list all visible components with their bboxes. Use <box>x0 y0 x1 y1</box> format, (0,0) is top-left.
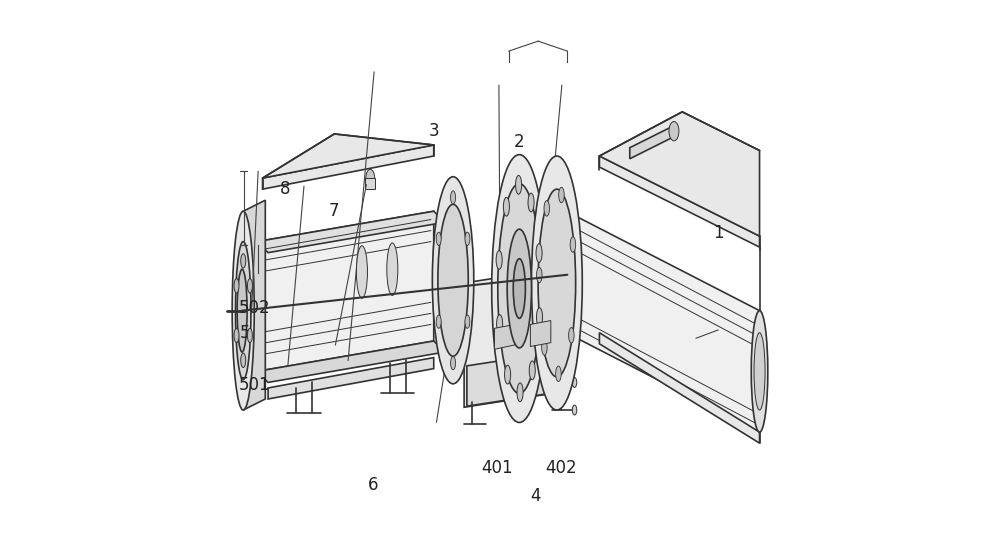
Ellipse shape <box>505 365 511 384</box>
Ellipse shape <box>451 191 456 204</box>
Ellipse shape <box>507 229 531 348</box>
Ellipse shape <box>538 189 576 377</box>
Ellipse shape <box>247 329 252 342</box>
Ellipse shape <box>432 176 474 384</box>
Polygon shape <box>566 211 577 338</box>
Text: 5: 5 <box>240 324 250 342</box>
Ellipse shape <box>356 246 367 298</box>
Ellipse shape <box>569 327 574 343</box>
Text: 402: 402 <box>545 459 577 477</box>
Text: 401: 401 <box>481 459 513 477</box>
Ellipse shape <box>529 361 535 380</box>
Ellipse shape <box>496 250 502 269</box>
Text: 3: 3 <box>428 122 439 140</box>
Ellipse shape <box>572 377 577 387</box>
Ellipse shape <box>503 198 509 216</box>
Ellipse shape <box>517 383 523 402</box>
Ellipse shape <box>387 243 398 295</box>
Ellipse shape <box>516 175 522 194</box>
Ellipse shape <box>542 340 547 355</box>
Polygon shape <box>494 325 515 349</box>
Text: 4: 4 <box>531 487 541 504</box>
Ellipse shape <box>669 122 679 141</box>
Ellipse shape <box>237 269 247 352</box>
Ellipse shape <box>537 268 542 283</box>
Polygon shape <box>263 145 434 189</box>
Ellipse shape <box>241 353 246 367</box>
Ellipse shape <box>235 241 251 380</box>
Ellipse shape <box>572 273 577 282</box>
Polygon shape <box>599 156 760 247</box>
Polygon shape <box>257 211 434 371</box>
Polygon shape <box>268 357 434 399</box>
Polygon shape <box>243 200 265 410</box>
Polygon shape <box>365 178 375 189</box>
Ellipse shape <box>559 187 564 203</box>
Ellipse shape <box>232 211 254 410</box>
Ellipse shape <box>492 155 547 422</box>
Ellipse shape <box>241 254 246 268</box>
Ellipse shape <box>536 308 543 326</box>
Ellipse shape <box>528 193 534 212</box>
Ellipse shape <box>572 234 577 244</box>
Polygon shape <box>257 341 445 382</box>
Text: 2: 2 <box>514 133 525 151</box>
Text: 502: 502 <box>238 299 270 317</box>
Ellipse shape <box>556 366 561 381</box>
Ellipse shape <box>247 279 252 293</box>
Ellipse shape <box>438 204 468 356</box>
Polygon shape <box>464 266 569 407</box>
Polygon shape <box>599 112 760 236</box>
Ellipse shape <box>498 184 541 393</box>
Polygon shape <box>263 134 434 178</box>
Polygon shape <box>599 332 760 443</box>
Text: 8: 8 <box>279 180 290 198</box>
Text: 7: 7 <box>329 202 340 220</box>
Ellipse shape <box>366 169 375 187</box>
Ellipse shape <box>465 315 470 329</box>
Ellipse shape <box>572 405 577 415</box>
Text: 501: 501 <box>238 376 270 394</box>
Polygon shape <box>257 211 445 253</box>
Polygon shape <box>467 350 567 406</box>
Polygon shape <box>630 125 674 159</box>
Polygon shape <box>530 321 551 346</box>
Ellipse shape <box>451 356 456 370</box>
Ellipse shape <box>234 329 239 342</box>
Text: 6: 6 <box>368 476 378 493</box>
Ellipse shape <box>465 232 470 245</box>
Ellipse shape <box>234 279 239 293</box>
Ellipse shape <box>536 244 542 263</box>
Text: 1: 1 <box>713 224 723 243</box>
Polygon shape <box>566 211 760 432</box>
Ellipse shape <box>531 156 582 410</box>
Ellipse shape <box>497 315 503 334</box>
Ellipse shape <box>544 201 550 216</box>
Ellipse shape <box>570 237 576 252</box>
Ellipse shape <box>436 232 441 245</box>
Ellipse shape <box>513 259 525 319</box>
Ellipse shape <box>572 339 577 349</box>
Ellipse shape <box>751 311 768 432</box>
Ellipse shape <box>436 315 441 329</box>
Ellipse shape <box>572 306 577 316</box>
Ellipse shape <box>754 332 765 410</box>
